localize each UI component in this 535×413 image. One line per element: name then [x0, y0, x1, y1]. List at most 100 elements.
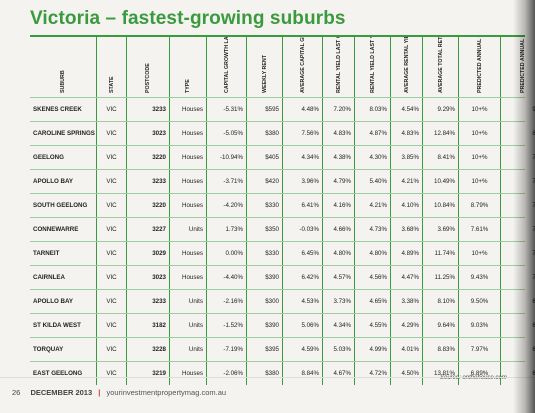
- table-row: TARNEIT VIC 3029 Houses 0.00% $330 6.45% 4.80% 4…: [30, 241, 535, 265]
- cell-postcode: 3228: [127, 338, 170, 361]
- cell-predicted-growth-5y: 6.89%: [459, 362, 501, 385]
- cell-avg-total-return-10y: 8.41%: [423, 146, 459, 169]
- cell-suburb: CAIRNLEA: [30, 266, 97, 289]
- cell-rental-yield-last-quarter: 3.73%: [323, 290, 355, 313]
- cell-capital-growth-last-year: -2.06%: [207, 362, 247, 385]
- cell-predicted-growth-5y-b: 6.8: [501, 290, 535, 313]
- cell-type: Houses: [170, 194, 207, 217]
- cell-avg-capital-growth-10y: 4.59%: [283, 338, 323, 361]
- cell-avg-rental-yield-10y: 3.85%: [391, 146, 423, 169]
- issue-date: DECEMBER 2013: [30, 388, 93, 397]
- cell-rental-yield-last-quarter: 4.66%: [323, 218, 355, 241]
- footer-divider: [0, 377, 535, 378]
- cell-postcode: 3220: [127, 194, 170, 217]
- cell-rental-yield-last-year: 4.55%: [355, 314, 391, 337]
- cell-postcode: 3220: [127, 146, 170, 169]
- cell-predicted-growth-5y: 10+%: [459, 170, 501, 193]
- cell-weekly-rent: $350: [247, 218, 283, 241]
- cell-avg-capital-growth-10y: 5.06%: [283, 314, 323, 337]
- cell-suburb: ST KILDA WEST: [30, 314, 97, 337]
- cell-predicted-growth-5y: 10+%: [459, 146, 501, 169]
- header-suburb: Suburb: [30, 37, 97, 97]
- cell-state: VIC: [97, 362, 127, 385]
- cell-avg-capital-growth-10y: 6.41%: [283, 194, 323, 217]
- cell-predicted-growth-5y: 7.61%: [459, 218, 501, 241]
- cell-postcode: 3029: [127, 242, 170, 265]
- cell-state: VIC: [97, 314, 127, 337]
- cell-predicted-growth-5y: 10+%: [459, 122, 501, 145]
- cell-weekly-rent: $330: [247, 242, 283, 265]
- header-state: State: [97, 37, 127, 97]
- cell-type: Houses: [170, 122, 207, 145]
- cell-weekly-rent: $395: [247, 338, 283, 361]
- cell-suburb: APOLLO BAY: [30, 290, 97, 313]
- page-footer: 26 DECEMBER 2013 | yourinvestmentpropert…: [12, 388, 226, 397]
- cell-avg-capital-growth-10y: 6.45%: [283, 242, 323, 265]
- cell-avg-total-return-10y: 9.64%: [423, 314, 459, 337]
- cell-avg-total-return-10y: 9.29%: [423, 98, 459, 121]
- cell-predicted-growth-5y-b: 8.4: [501, 122, 535, 145]
- cell-avg-rental-yield-10y: 3.68%: [391, 218, 423, 241]
- cell-weekly-rent: $390: [247, 314, 283, 337]
- cell-rental-yield-last-quarter: 4.79%: [323, 170, 355, 193]
- cell-capital-growth-last-year: -10.94%: [207, 146, 247, 169]
- cell-rental-yield-last-year: 4.80%: [355, 242, 391, 265]
- cell-type: Houses: [170, 242, 207, 265]
- cell-rental-yield-last-quarter: 4.16%: [323, 194, 355, 217]
- table-row: SOUTH GEELONG VIC 3220 Houses -4.20% $330 6.41…: [30, 193, 535, 217]
- cell-state: VIC: [97, 242, 127, 265]
- cell-rental-yield-last-year: 4.65%: [355, 290, 391, 313]
- cell-avg-capital-growth-10y: 3.96%: [283, 170, 323, 193]
- cell-avg-total-return-10y: 11.74%: [423, 242, 459, 265]
- cell-predicted-growth-5y: 10+%: [459, 98, 501, 121]
- header-label: Type: [185, 79, 191, 93]
- header-capital-growth-last-year: Capital growth last year: [207, 37, 247, 97]
- cell-capital-growth-last-year: 1.73%: [207, 218, 247, 241]
- cell-avg-capital-growth-10y: 8.84%: [283, 362, 323, 385]
- cell-rental-yield-last-year: 5.40%: [355, 170, 391, 193]
- cell-type: Houses: [170, 98, 207, 121]
- cell-avg-capital-growth-10y: 4.53%: [283, 290, 323, 313]
- cell-predicted-growth-5y-b: 7.2: [501, 242, 535, 265]
- cell-capital-growth-last-year: -5.31%: [207, 98, 247, 121]
- cell-capital-growth-last-year: -7.19%: [207, 338, 247, 361]
- title-rest: – fastest-growing suburbs: [100, 8, 346, 29]
- title-state: Victoria: [30, 8, 101, 29]
- cell-avg-total-return-10y: 10.49%: [423, 170, 459, 193]
- cell-suburb: CAROLINE SPRINGS: [30, 122, 97, 145]
- page-number: 26: [12, 388, 21, 397]
- cell-rental-yield-last-quarter: 4.67%: [323, 362, 355, 385]
- cell-avg-rental-yield-10y: 4.47%: [391, 266, 423, 289]
- cell-type: Units: [170, 218, 207, 241]
- cell-weekly-rent: $380: [247, 362, 283, 385]
- cell-postcode: 3227: [127, 218, 170, 241]
- cell-avg-total-return-10y: 8.10%: [423, 290, 459, 313]
- cell-rental-yield-last-quarter: 4.57%: [323, 266, 355, 289]
- cell-capital-growth-last-year: -4.20%: [207, 194, 247, 217]
- cell-avg-rental-yield-10y: 4.29%: [391, 314, 423, 337]
- cell-predicted-growth-5y: 9.03%: [459, 314, 501, 337]
- cell-rental-yield-last-year: 8.03%: [355, 98, 391, 121]
- header-avg-total-return-10y: Average total return last 10 years: [423, 37, 459, 97]
- cell-avg-total-return-10y: 13.81%: [423, 362, 459, 385]
- cell-postcode: 3023: [127, 266, 170, 289]
- source-note: Source: onthehouse.com: [440, 375, 507, 381]
- cell-predicted-growth-5y: 8.79%: [459, 194, 501, 217]
- footer-separator: |: [98, 388, 101, 397]
- cell-capital-growth-last-year: -5.05%: [207, 122, 247, 145]
- cell-postcode: 3233: [127, 170, 170, 193]
- cell-weekly-rent: $390: [247, 266, 283, 289]
- cell-weekly-rent: $330: [247, 194, 283, 217]
- cell-suburb: TORQUAY: [30, 338, 97, 361]
- cell-type: Units: [170, 338, 207, 361]
- cell-rental-yield-last-quarter: 7.20%: [323, 98, 355, 121]
- cell-suburb: APOLLO BAY: [30, 170, 97, 193]
- cell-weekly-rent: $380: [247, 122, 283, 145]
- header-label: Postcode: [145, 63, 151, 93]
- cell-weekly-rent: $300: [247, 290, 283, 313]
- cell-postcode: 3182: [127, 314, 170, 337]
- cell-state: VIC: [97, 170, 127, 193]
- cell-rental-yield-last-year: 4.56%: [355, 266, 391, 289]
- cell-weekly-rent: $420: [247, 170, 283, 193]
- cell-avg-rental-yield-10y: 4.83%: [391, 122, 423, 145]
